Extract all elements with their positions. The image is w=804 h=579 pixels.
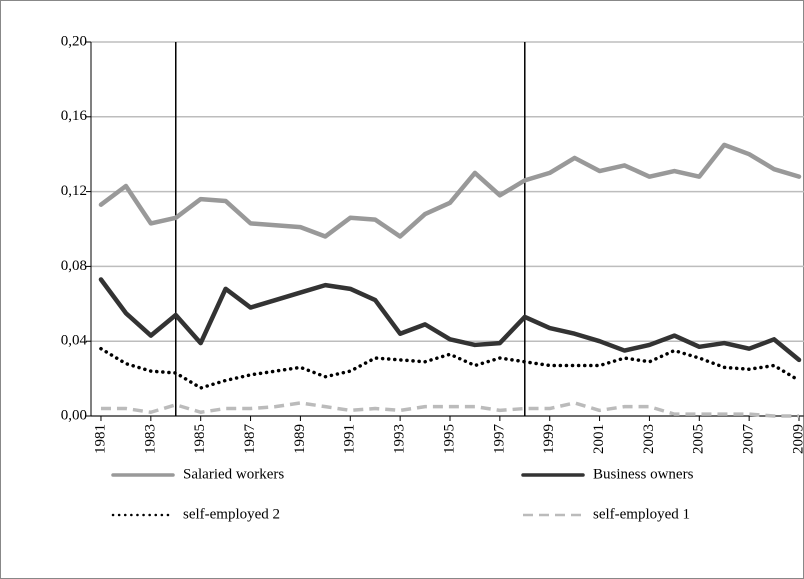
legend-label: self-employed 2 [183,506,280,522]
x-tick-label: 2003 [641,424,657,454]
x-tick-label: 1995 [441,424,457,454]
x-tick-label: 1985 [192,424,208,454]
legend-label: self-employed 1 [593,506,690,522]
x-tick-label: 1997 [491,424,507,455]
series-line [99,346,801,390]
series-line [98,142,802,239]
y-tick-label: 0,08 [61,258,87,274]
legend-label: Salaried workers [183,466,284,482]
x-tick-label: 1987 [242,424,258,455]
x-tick-label: 2001 [591,424,607,454]
x-tick-label: 2007 [741,424,757,455]
x-tick-label: 1983 [142,424,158,454]
y-tick-label: 0,04 [61,333,88,349]
y-tick-label: 0,12 [61,183,87,199]
legend-label: Business owners [593,466,694,482]
x-tick-label: 1999 [541,424,557,454]
y-tick-label: 0,16 [61,108,88,124]
x-tick-label: 1981 [92,424,108,454]
y-tick-label: 0,00 [61,407,87,423]
series-line [98,277,802,363]
series-line [100,401,800,418]
x-tick-label: 1989 [292,424,308,454]
y-tick-label: 0,20 [61,33,87,49]
x-tick-label: 1993 [392,424,408,454]
x-tick-label: 1991 [342,424,358,454]
x-tick-label: 2009 [790,424,804,454]
x-tick-label: 2005 [691,424,707,454]
